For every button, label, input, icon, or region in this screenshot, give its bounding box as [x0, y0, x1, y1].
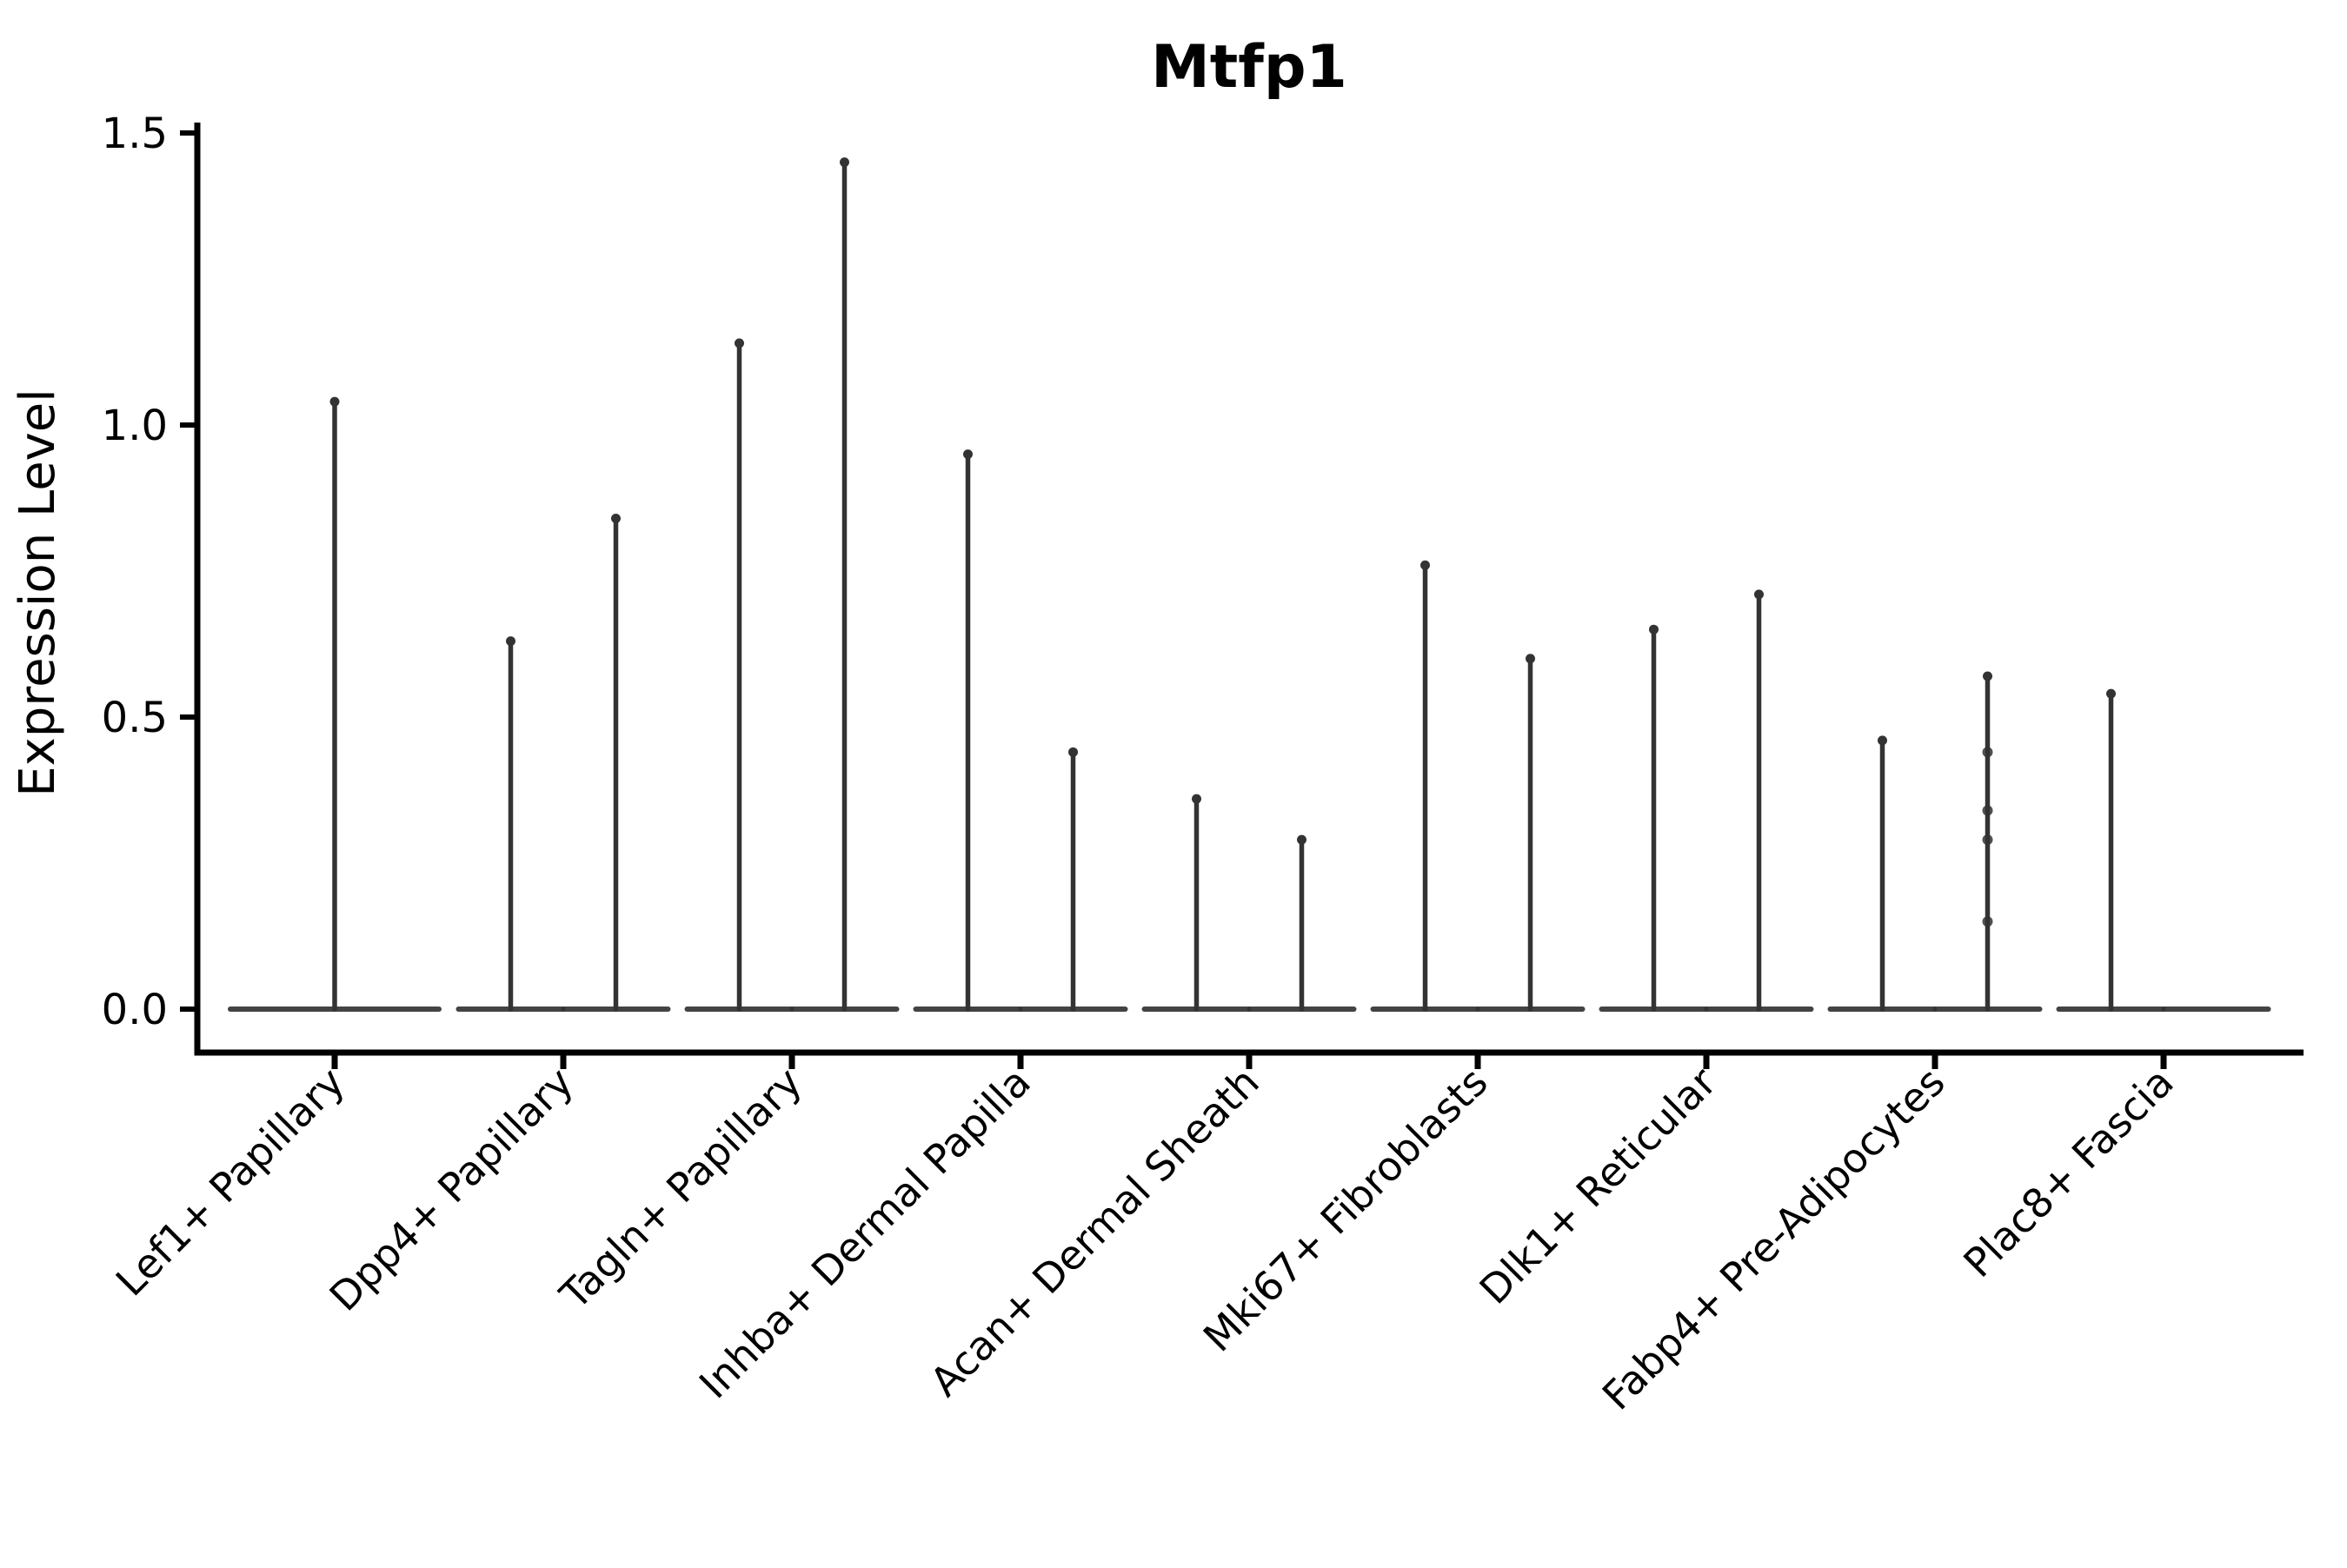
y-axis: 0.0 0.5 1.0 1.5: [102, 110, 197, 1034]
violin-jitter-point: [1982, 916, 1993, 927]
violin-max-point: [1068, 747, 1078, 757]
violin-max-point: [735, 338, 744, 349]
violin-max-point: [1878, 735, 1887, 746]
violin-max-point: [506, 636, 515, 647]
x-tick-label: Plac8+ Fascia: [1954, 1059, 2182, 1286]
violin-max-point: [1192, 794, 1201, 804]
chart-title: Mtfp1: [1151, 33, 1347, 102]
violin-jitter-point: [1982, 834, 1993, 846]
x-tick-label: Dlk1+ Reticular: [1471, 1059, 1725, 1313]
violin-max-point: [1297, 834, 1306, 845]
violin-jitter-point: [1982, 805, 1993, 816]
violin-max-point: [963, 449, 973, 460]
violin-max-point: [1983, 671, 1992, 681]
y-tick-label: 1.5: [102, 110, 168, 158]
violin-max-point: [1526, 654, 1535, 664]
violin-max-point: [1649, 624, 1659, 635]
violin-max-point: [840, 157, 849, 168]
violin-max-point: [1754, 589, 1764, 600]
x-tick-label: Tagln+ Papillary: [550, 1059, 811, 1319]
violin-jitter-point: [1982, 747, 1993, 758]
violin-max-point: [329, 396, 340, 407]
violin-max-point: [611, 514, 621, 524]
axis-spines: [194, 123, 2304, 1056]
violin-max-point: [1420, 560, 1430, 570]
x-tick-label: Lef1+ Papillary: [107, 1059, 354, 1306]
violins-group: [228, 157, 2271, 1012]
y-tick-label: 1.0: [102, 402, 168, 450]
y-tick-label: 0.0: [102, 986, 168, 1034]
y-tick-label: 0.5: [102, 694, 168, 742]
y-axis-label: Expression Level: [10, 389, 66, 797]
x-tick-label: Dpp4+ Papillary: [321, 1059, 582, 1320]
violin-max-point: [2106, 688, 2116, 699]
